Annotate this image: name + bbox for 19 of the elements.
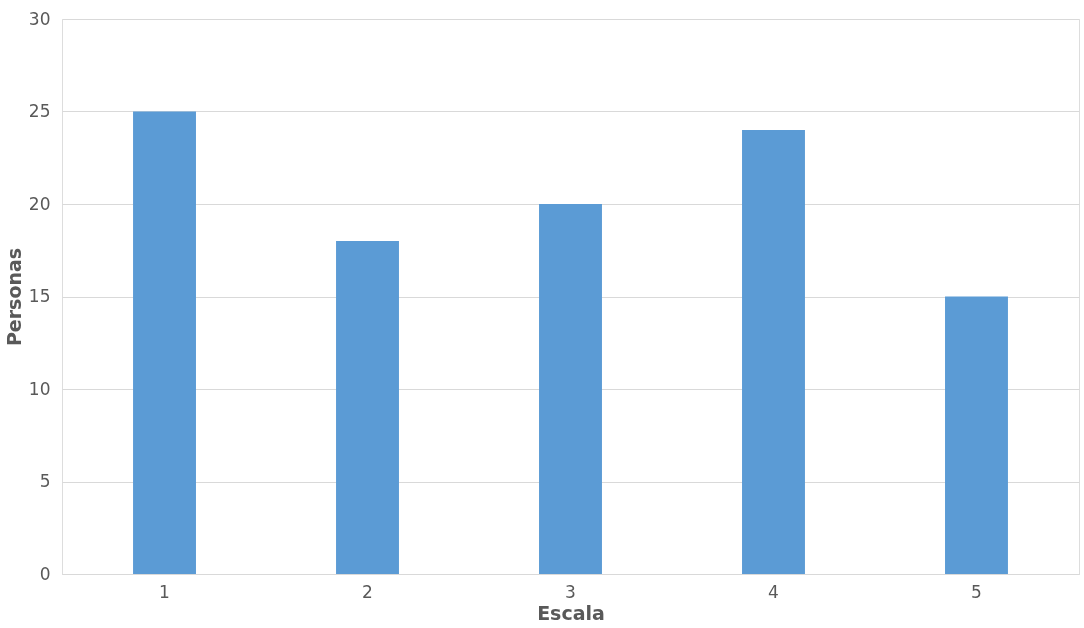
y-tick-label: 15 <box>28 286 51 306</box>
x-axis-title: Escala <box>537 601 605 624</box>
y-tick-label: 10 <box>28 378 51 399</box>
bar <box>742 130 805 574</box>
x-tick-label: 5 <box>971 581 982 602</box>
y-tick-label: 30 <box>28 8 51 29</box>
y-tick-label: 5 <box>39 471 51 491</box>
y-tick-label: 20 <box>28 193 51 214</box>
y-tick-label: 25 <box>28 101 51 121</box>
bar <box>539 204 602 574</box>
bar <box>133 111 196 574</box>
y-axis-title: Personas <box>2 247 25 347</box>
x-tick-label: 3 <box>565 581 576 602</box>
x-tick-label: 1 <box>159 581 170 602</box>
bar <box>945 296 1008 574</box>
x-tick-label: 2 <box>362 581 373 602</box>
x-tick-label: 4 <box>768 581 779 602</box>
bar <box>336 241 399 574</box>
y-tick-label: 0 <box>39 563 51 584</box>
